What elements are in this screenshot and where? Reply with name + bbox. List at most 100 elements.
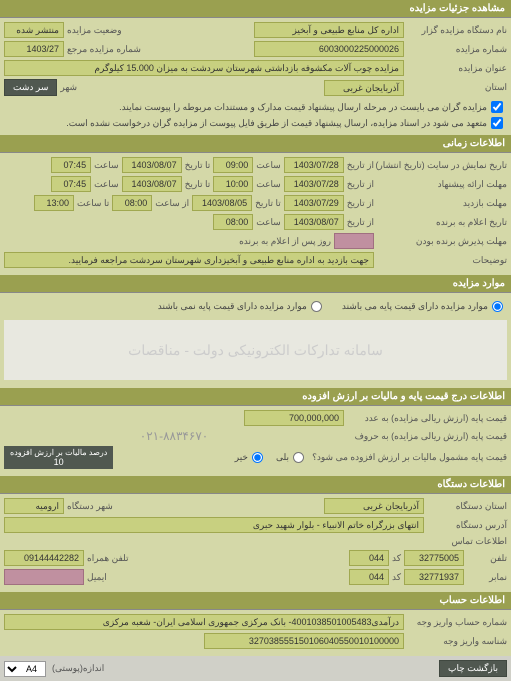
ref-number-value: 1403/27 (4, 41, 64, 57)
days-after-label: روز پس از اعلام به برنده (239, 236, 331, 247)
status-label: وضعیت مزایده (67, 25, 122, 36)
time-label-2a: ساعت (256, 179, 281, 190)
proposal-deadline-label: مهلت ارائه پیشنهاد (377, 179, 507, 190)
deposit-account: درآمدی4001038501005483- بانک مرکزی جمهور… (4, 614, 404, 630)
phone-num: 32775005 (404, 550, 464, 566)
phone-code: 044 (349, 550, 389, 566)
d1-to: 1403/08/07 (122, 157, 182, 173)
notes-label: توضیحات (377, 255, 507, 266)
auction-title-label: عنوان مزایده (407, 63, 507, 74)
radio-has-base-price-label: موارد مزایده دارای قیمت پایه می باشند (342, 301, 488, 312)
mobile-num: 09144442282 (4, 550, 84, 566)
device-city: ارومیه (4, 498, 64, 514)
email-label: ایمیل (87, 572, 107, 583)
phone-watermark: ۰۲۱-۸۸۳۴۶۷۰ (4, 429, 344, 443)
from-date-label-2: از تاریخ (347, 179, 374, 190)
phone-label: تلفن (467, 553, 507, 564)
d1-from: 1403/07/28 (284, 157, 344, 173)
province-label: استان (407, 82, 507, 93)
watermark-area: سامانه تدارکات الکترونیکی دولت - مناقصات (4, 320, 507, 380)
deposit-id: 327038555150106040550010100000 (204, 633, 404, 649)
d4-from: 1403/08/07 (284, 214, 344, 230)
time-label-1a: ساعت (256, 160, 281, 171)
watermark-text: سامانه تدارکات الکترونیکی دولت - مناقصات (128, 342, 383, 359)
email-input[interactable] (4, 569, 84, 585)
d2-from-time: 10:00 (213, 176, 253, 192)
device-address: انتهای بزرگراه خاتم الانبیاء - بلوار شهی… (4, 517, 424, 533)
tax-percent-label: درصد مالیات بر ارزش افزوده (10, 448, 107, 457)
radio-tax-yes[interactable] (293, 452, 304, 463)
device-province: آذربایجان غربی (324, 498, 424, 514)
winner-announce-label: تاریخ اعلام به برنده (377, 217, 507, 228)
radio-no-base-price[interactable] (311, 301, 322, 312)
from-date-label-1: از تاریخ (347, 160, 374, 171)
time-label-2b: ساعت (94, 179, 119, 190)
d1-from-time: 09:00 (213, 157, 253, 173)
city-label: شهر (60, 82, 77, 93)
footer: بازگشت چاپ اندازه(پوستی) A4 (0, 656, 511, 681)
radio-tax-yes-label: بلی (276, 452, 289, 463)
tax-question-label: قیمت پایه مشمول مالیات بر ارزش افزوده می… (307, 452, 507, 463)
d3-from: 1403/07/29 (284, 195, 344, 211)
section-account-info: اطلاعات حساب (0, 592, 511, 610)
section-auction-items: موارد مزایده (0, 275, 511, 293)
auction-number-value: 6003000225000026 (254, 41, 404, 57)
base-price-text-label: قیمت پایه (ارزش ریالی مزایده) به حروف (347, 431, 507, 442)
section-time-info: اطلاعات زمانی (0, 135, 511, 153)
d4-time: 08:00 (213, 214, 253, 230)
device-name-value: اداره کل منابع طبیعی و آبخیز (254, 22, 404, 38)
phone-code-label: کد (392, 553, 401, 564)
time-label-1b: ساعت (94, 160, 119, 171)
to-date-label-3: تا تاریخ (255, 198, 281, 209)
province-value: آذربایجان غربی (324, 80, 404, 96)
d1-to-time: 07:45 (51, 157, 91, 173)
device-address-label: آدرس دستگاه (427, 520, 507, 531)
device-info-content: استان دستگاه آذربایجان غربی شهر دستگاه ا… (0, 494, 511, 592)
to-time-label-3: تا ساعت (77, 198, 109, 209)
checkbox-commitment-label: متعهد می شود در اسناد مزایده، ارسال پیشن… (66, 118, 487, 129)
days-after-input[interactable] (334, 233, 374, 249)
mobile-label: تلفن همراه (87, 553, 129, 564)
checkbox-attachments[interactable] (491, 101, 503, 113)
zoom-label: اندازه(پوستی) (52, 663, 104, 674)
deposit-id-label: شناسه واریز وجه (407, 636, 507, 647)
auction-items-content: موارد مزایده دارای قیمت پایه می باشند مو… (0, 293, 511, 388)
print-button[interactable]: بازگشت چاپ (439, 660, 507, 677)
fax-num: 32771937 (404, 569, 464, 585)
section-device-info: اطلاعات دستگاه (0, 476, 511, 494)
base-price-num: 700,000,000 (244, 410, 344, 426)
radio-no-base-price-label: موارد مزایده دارای قیمت پایه نمی باشند (158, 301, 307, 312)
checkbox-attachments-label: مزایده گران می بایست در مرحله ارسال پیشن… (119, 102, 487, 113)
auction-number-label: شماره مزایده (407, 44, 507, 55)
fax-code-label: کد (392, 572, 401, 583)
account-info-content: شماره حساب واریز وجه درآمدی4001038501005… (0, 610, 511, 656)
fax-label: نمابر (467, 572, 507, 583)
time-label-4: ساعت (256, 217, 281, 228)
radio-tax-no[interactable] (252, 452, 263, 463)
d2-to-time: 07:45 (51, 176, 91, 192)
d2-to: 1403/08/07 (122, 176, 182, 192)
status-value: منتشر شده (4, 22, 64, 38)
auction-details-content: نام دستگاه مزایده گزار اداره کل منابع طب… (0, 18, 511, 135)
section-auction-details: مشاهده جزئیات مزایده (0, 0, 511, 18)
from-date-label-3: از تاریخ (347, 198, 374, 209)
city-button[interactable]: سر دشت (4, 79, 57, 96)
d2-from: 1403/07/28 (284, 176, 344, 192)
section-base-price: اطلاعات درج قیمت پایه و مالیات بر ارزش ا… (0, 388, 511, 406)
to-date-label-1: تا تاریخ (185, 160, 211, 171)
device-name-label: نام دستگاه مزایده گزار (407, 25, 507, 36)
base-price-content: قیمت پایه (ارزش ریالی مزایده) به عدد 700… (0, 406, 511, 476)
d3-to-time: 13:00 (34, 195, 74, 211)
tax-percent-value: 10 (54, 457, 64, 467)
checkbox-commitment[interactable] (491, 117, 503, 129)
from-time-label-3: از ساعت (155, 198, 189, 209)
radio-has-base-price[interactable] (492, 301, 503, 312)
winner-accept-label: مهلت پذیرش برنده بودن (377, 236, 507, 247)
device-province-label: استان دستگاه (427, 501, 507, 512)
contact-info-label: اطلاعات تماس (427, 536, 507, 547)
radio-tax-no-label: خیر (235, 452, 248, 463)
visit-deadline-label: مهلت بازدید (377, 198, 507, 209)
d3-from-time: 08:00 (112, 195, 152, 211)
d3-to: 1403/08/05 (192, 195, 252, 211)
zoom-dropdown[interactable]: A4 (4, 661, 46, 677)
